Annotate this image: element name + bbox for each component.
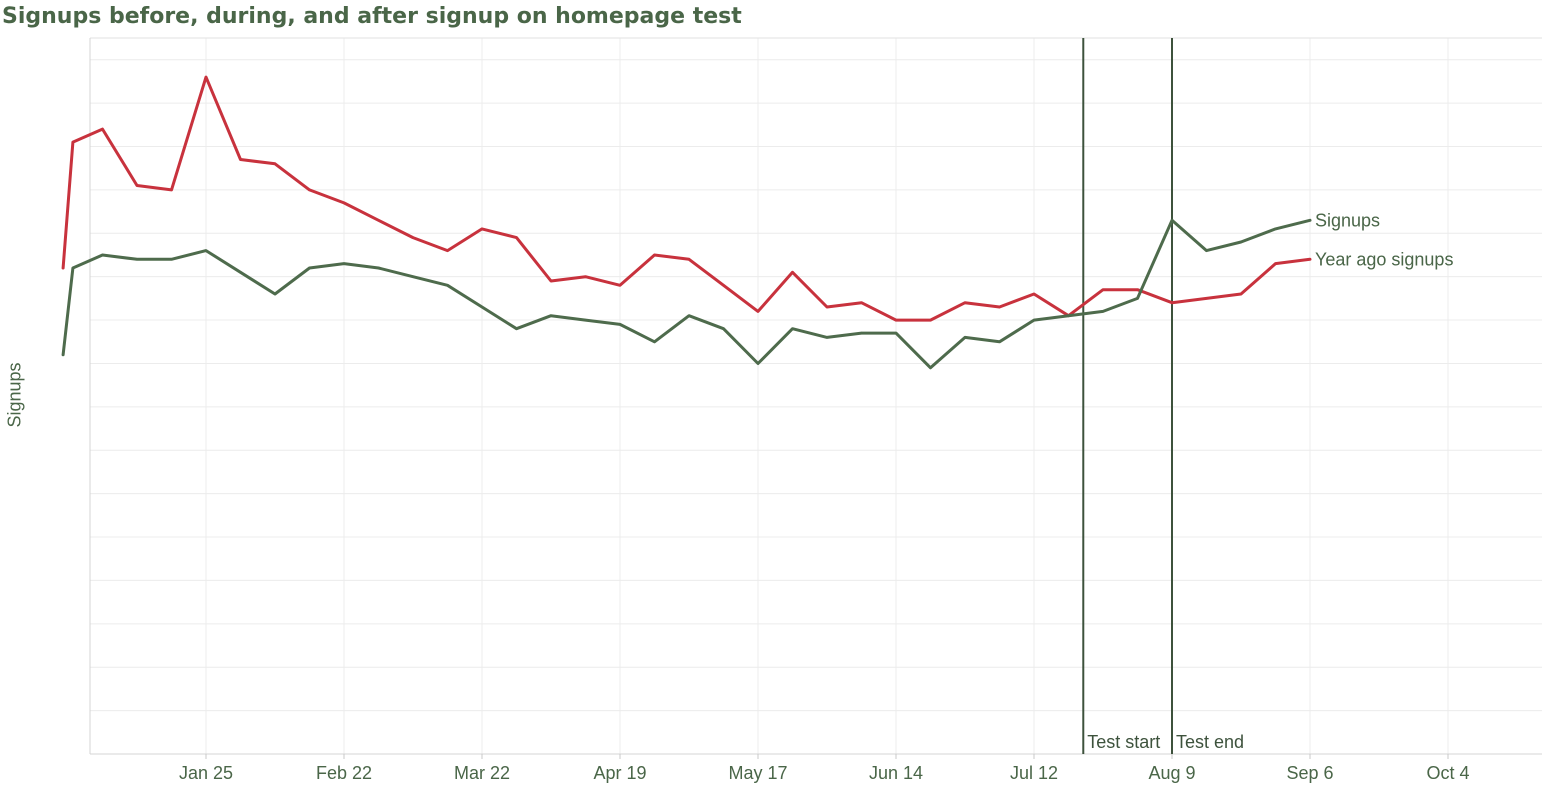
signups-point (411, 275, 415, 278)
chart-title: Signups before, during, and after signup… (2, 4, 742, 29)
signups-point (61, 353, 65, 356)
signups-point (480, 305, 484, 309)
signups-point (135, 258, 139, 261)
test-end-label: Test end (1176, 732, 1244, 752)
signups-point (653, 340, 656, 343)
x-tick-label: Mar 22 (454, 763, 510, 783)
signups-point (722, 327, 725, 330)
year-ago-signups-point (825, 305, 829, 309)
year-ago-signups-point (549, 279, 553, 283)
year-ago-signups-point (860, 301, 863, 304)
year-ago-signups-point (71, 140, 75, 144)
signups-point (308, 266, 311, 270)
signups-point (1170, 219, 1174, 222)
year-ago-signups-point (791, 271, 794, 274)
year-ago-signups-point (273, 162, 277, 166)
year-ago-signups-point (963, 301, 967, 304)
year-ago-signups-point (101, 127, 104, 131)
x-tick-label: Aug 9 (1148, 763, 1195, 783)
x-tick-label: Jul 12 (1010, 763, 1058, 783)
year-ago-signups-point (411, 236, 415, 239)
signups-point (515, 327, 518, 330)
year-ago-signups-point (687, 258, 691, 261)
signups-point (71, 266, 75, 270)
signups-point (1101, 310, 1105, 313)
reference-lines: Test start Test end (1082, 38, 1244, 754)
year-ago-signups-point (1170, 301, 1174, 304)
year-ago-signups-point (61, 266, 65, 270)
year-ago-signups-line (61, 75, 1312, 322)
year-ago-signups-point (722, 284, 725, 287)
year-ago-signups-point (584, 275, 587, 278)
year-ago-signups-point (308, 188, 311, 192)
signups-point (101, 253, 104, 257)
year-ago-signups-point (480, 227, 484, 231)
x-tick-label: Jun 14 (869, 763, 923, 783)
signups-point (756, 362, 760, 365)
signups-point (894, 331, 898, 335)
signups-point (791, 327, 794, 330)
signups-point (1308, 219, 1312, 222)
year-ago-signups-point (515, 236, 518, 239)
year-ago-signups-point (170, 188, 173, 192)
signups-point (342, 262, 346, 265)
x-tick-label: Oct 4 (1426, 763, 1469, 783)
signups-point (1067, 314, 1070, 317)
signups-point (204, 249, 208, 252)
year-ago-signups-point (894, 318, 898, 322)
year-ago-signups-point (1239, 292, 1243, 296)
year-ago-signups-point (998, 305, 1001, 309)
year-ago-signups-point (1032, 292, 1036, 296)
signups-point (273, 292, 277, 296)
year-ago-signups-point (929, 318, 932, 322)
year-ago-signups-point (1101, 288, 1105, 291)
signups-point (963, 336, 967, 339)
signups-point (239, 271, 242, 274)
series-lines (61, 75, 1312, 370)
signups-point (860, 331, 863, 335)
grid-lines (90, 38, 1542, 754)
year-ago-signups-point (618, 284, 622, 287)
x-tick-label: Apr 19 (593, 763, 646, 783)
signups-point (687, 314, 691, 317)
signups-point (929, 366, 932, 369)
x-tick-label: May 17 (728, 763, 787, 783)
year-ago-signups-point (446, 249, 449, 252)
year-ago-signups-point (1205, 297, 1208, 300)
year-ago-signups-point (1274, 262, 1277, 265)
signups-point (584, 318, 587, 322)
signups-point (618, 323, 622, 326)
signups-point (1136, 297, 1139, 300)
year-ago-signups-point (653, 253, 656, 257)
signups-point (825, 336, 829, 339)
signups-point (170, 258, 173, 261)
x-tick-label: Sep 6 (1286, 763, 1333, 783)
year-ago-signups-point (239, 158, 242, 161)
signups-point (1032, 318, 1036, 322)
series-labels: Year ago signups Signups (1315, 210, 1453, 269)
x-tick-label: Jan 25 (179, 763, 233, 783)
signups-series-label: Signups (1315, 210, 1380, 230)
year-ago-signups-series-label: Year ago signups (1315, 249, 1453, 269)
year-ago-signups-point (135, 184, 139, 187)
signups-point (1274, 227, 1277, 231)
signups-point (549, 314, 553, 317)
signups-point (1205, 249, 1208, 252)
year-ago-signups-point (377, 219, 380, 222)
year-ago-signups-point (342, 201, 346, 205)
test-start-label: Test start (1087, 732, 1160, 752)
signups-point (446, 284, 449, 287)
year-ago-signups-point (756, 310, 760, 313)
x-axis-ticks: Jan 25 Feb 22 Mar 22 Apr 19 May 17 Jun 14 Jul … (179, 754, 1470, 783)
signups-point (1239, 240, 1243, 244)
year-ago-signups-point (204, 75, 208, 79)
year-ago-signups-point (1308, 258, 1312, 261)
signups-point (377, 266, 380, 270)
signups-point (998, 340, 1001, 343)
year-ago-signups-point (1136, 288, 1139, 291)
x-tick-label: Feb 22 (316, 763, 372, 783)
signups-line (61, 218, 1312, 370)
